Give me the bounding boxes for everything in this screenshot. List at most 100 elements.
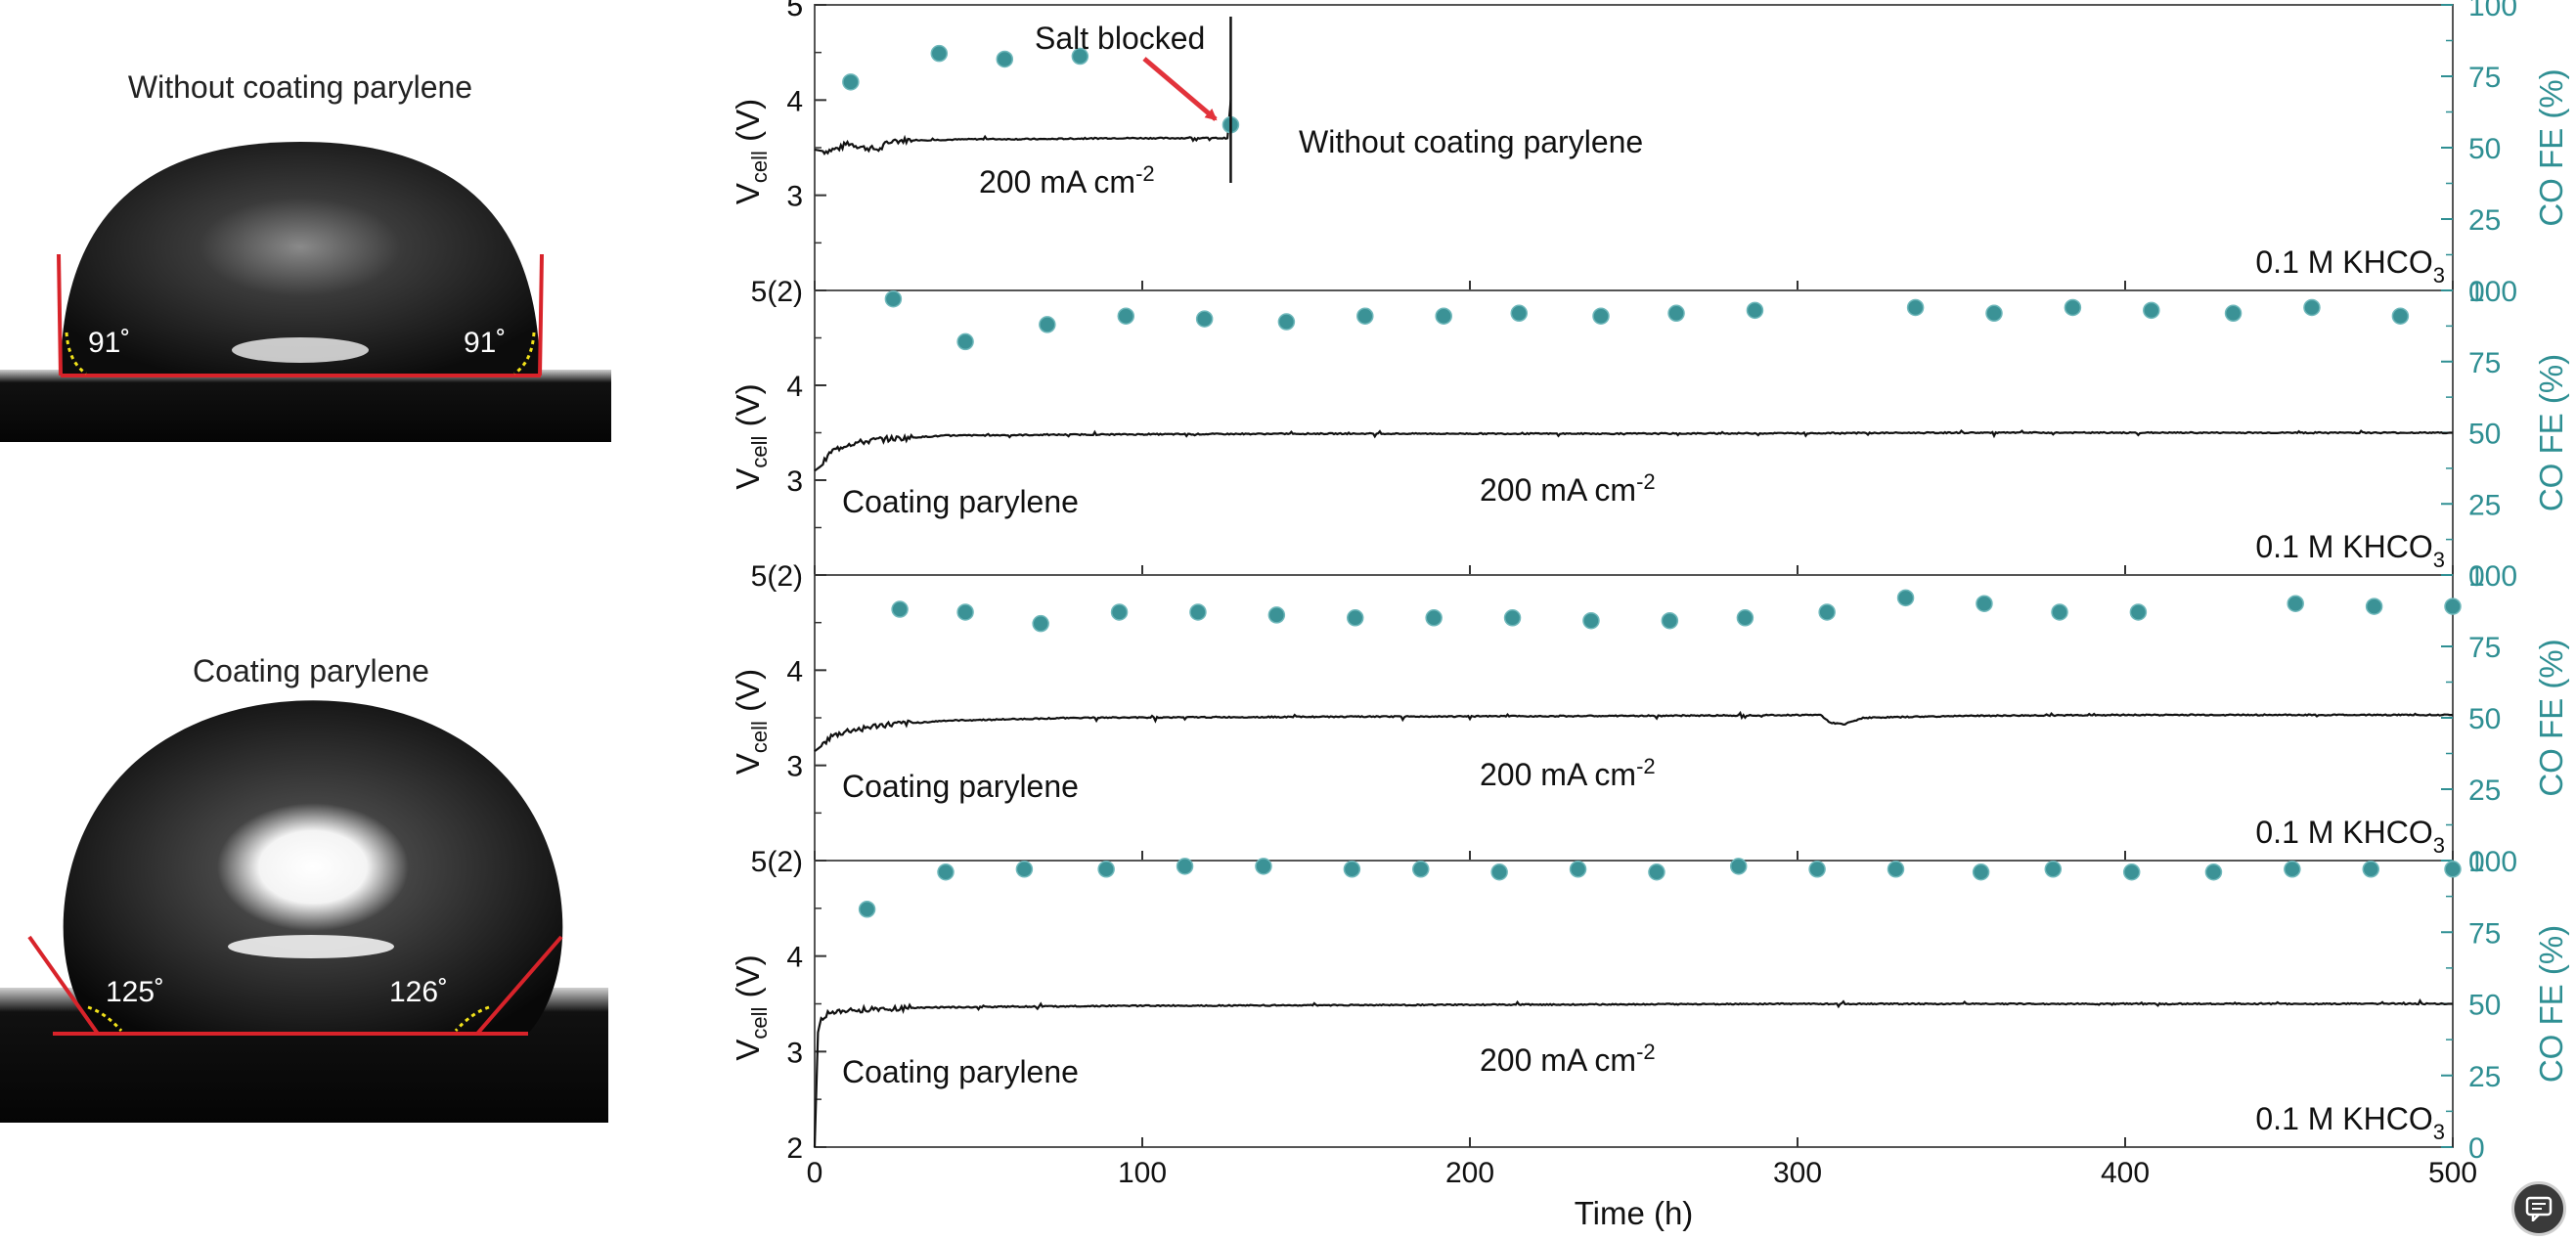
fe-point bbox=[1985, 304, 2003, 323]
panel-label: Without coating parylene bbox=[1299, 124, 1643, 159]
current-density-label: 200 mA cm-2 bbox=[979, 161, 1155, 199]
fe-point bbox=[2224, 304, 2243, 323]
fe-point bbox=[1412, 861, 1430, 878]
fe-point bbox=[2122, 863, 2141, 881]
panel-label: Coating parylene bbox=[842, 1054, 1079, 1089]
y-tick-label: 4 bbox=[786, 942, 803, 974]
fe-point bbox=[1808, 861, 1826, 878]
y2-axis-label: CO FE (%) bbox=[2533, 68, 2569, 226]
fe-point bbox=[1097, 861, 1115, 878]
fe-point bbox=[1976, 595, 1993, 612]
fe-point bbox=[1569, 861, 1587, 878]
fe-point bbox=[937, 863, 955, 881]
y-tick-label: 5 bbox=[786, 0, 803, 22]
fe-point bbox=[2143, 301, 2160, 320]
y-axis-label: Vcell (V) bbox=[730, 669, 772, 775]
fe-point bbox=[1667, 304, 1685, 323]
fe-point bbox=[1110, 603, 1129, 621]
fe-point bbox=[1746, 301, 1764, 320]
chart-panel-2: 3 4 5(2) 0 25 50 75 100 Vcell (V) CO FE (%) Coatin… bbox=[730, 276, 2569, 593]
angle-label-left: 125˚ bbox=[106, 976, 164, 1008]
y2-tick-label: 25 bbox=[2468, 1061, 2501, 1093]
current-density-label: 200 mA cm-2 bbox=[1480, 1040, 1656, 1078]
fe-point bbox=[2064, 298, 2082, 317]
voltage-series-line bbox=[813, 997, 2453, 1148]
droplet-highlight bbox=[228, 935, 394, 958]
fe-point bbox=[2051, 603, 2068, 621]
y-tick-label: 5(2) bbox=[751, 560, 803, 593]
y-tick-label: 4 bbox=[786, 85, 803, 117]
droplet-highlight bbox=[232, 337, 369, 363]
angle-label-right: 91˚ bbox=[464, 327, 506, 359]
y-tick-label: 3 bbox=[786, 751, 803, 783]
fe-point bbox=[1343, 861, 1361, 878]
current-density-label: 200 mA cm-2 bbox=[1480, 469, 1656, 508]
chart-panel-3: 3 4 5(2) 0 25 50 75 100 Vcell (V) CO FE (%) Coatin… bbox=[730, 560, 2569, 878]
y-tick-label: 2 bbox=[786, 1132, 803, 1165]
x-tick-label: 300 bbox=[1773, 1157, 1822, 1189]
fe-point bbox=[842, 73, 860, 91]
chat-icon bbox=[2525, 1196, 2553, 1221]
y2-tick-label: 50 bbox=[2468, 133, 2501, 165]
electrolyte-label: 0.1 M KHCO3 bbox=[2255, 244, 2445, 288]
droplet-panel-uncoated: Without coating parylene 91˚ 91˚ bbox=[0, 69, 611, 442]
x-tick-label: 200 bbox=[1445, 1157, 1494, 1189]
fe-point bbox=[891, 600, 909, 618]
y2-tick-label: 100 bbox=[2468, 846, 2517, 878]
y-tick-label-top: 5 bbox=[786, 0, 803, 22]
salt-blocked-label: Salt blocked bbox=[1035, 21, 1205, 56]
y2-tick-label: 25 bbox=[2468, 775, 2501, 807]
fe-point bbox=[2444, 861, 2462, 878]
y-tick-label: 3 bbox=[786, 181, 803, 213]
fe-point bbox=[1510, 304, 1528, 323]
y-axis-label: Vcell (V) bbox=[730, 99, 772, 204]
x-axis-label: Time (h) bbox=[1575, 1195, 1694, 1231]
fe-point bbox=[2284, 861, 2301, 878]
angle-label-right: 126˚ bbox=[389, 976, 448, 1008]
y2-tick-label: 75 bbox=[2468, 347, 2501, 379]
y2-tick-label: 50 bbox=[2468, 419, 2501, 451]
y2-tick-label: 75 bbox=[2468, 632, 2501, 664]
fe-point bbox=[1736, 609, 1754, 627]
voltage-series-line bbox=[814, 429, 2453, 472]
y-axis-label: Vcell (V) bbox=[730, 954, 772, 1060]
fe-point bbox=[1356, 307, 1374, 325]
y2-tick-label: 75 bbox=[2468, 917, 2501, 950]
fe-point bbox=[2129, 603, 2148, 621]
fe-point bbox=[1503, 609, 1522, 627]
fe-point bbox=[2362, 861, 2379, 878]
chart-panel-4: 2 3 4 5(2) 0 25 50 75 100 Vcell (V) CO FE (%) Coati… bbox=[730, 846, 2569, 1231]
fe-point bbox=[2444, 598, 2462, 615]
fe-point bbox=[956, 332, 974, 351]
y-tick-label: 3 bbox=[786, 465, 803, 498]
fe-point bbox=[1661, 611, 1679, 630]
tangent-right bbox=[538, 253, 544, 376]
help-button[interactable] bbox=[2511, 1181, 2566, 1236]
voltage-series-line bbox=[814, 100, 1232, 156]
fe-point bbox=[930, 44, 949, 63]
fe-point bbox=[1347, 609, 1364, 627]
electrolyte-label: 0.1 M KHCO3 bbox=[2255, 815, 2445, 858]
electrolyte-label: 0.1 M KHCO3 bbox=[2255, 1101, 2445, 1144]
fe-point bbox=[1648, 863, 1666, 881]
voltage-series-line bbox=[814, 710, 2453, 752]
y-tick-label: 4 bbox=[786, 371, 803, 403]
droplet bbox=[61, 142, 540, 376]
y2-tick-label: 0 bbox=[2468, 276, 2485, 308]
x-tick-label: 400 bbox=[2101, 1157, 2150, 1189]
droplet bbox=[63, 700, 563, 1034]
angle-arc-left bbox=[65, 332, 87, 376]
fe-point bbox=[1582, 611, 1600, 630]
y2-tick-label: 50 bbox=[2468, 703, 2501, 735]
panel-label: Coating parylene bbox=[842, 769, 1079, 804]
fe-point bbox=[1972, 863, 1990, 881]
fe-point bbox=[1277, 313, 1296, 331]
y2-tick-label: 25 bbox=[2468, 204, 2501, 237]
fe-point bbox=[1906, 298, 1925, 317]
fe-point bbox=[1887, 861, 1905, 878]
y2-tick-label: 50 bbox=[2468, 990, 2501, 1022]
tangent-right bbox=[475, 935, 563, 1036]
y2-axis-label: CO FE (%) bbox=[2533, 925, 2569, 1083]
